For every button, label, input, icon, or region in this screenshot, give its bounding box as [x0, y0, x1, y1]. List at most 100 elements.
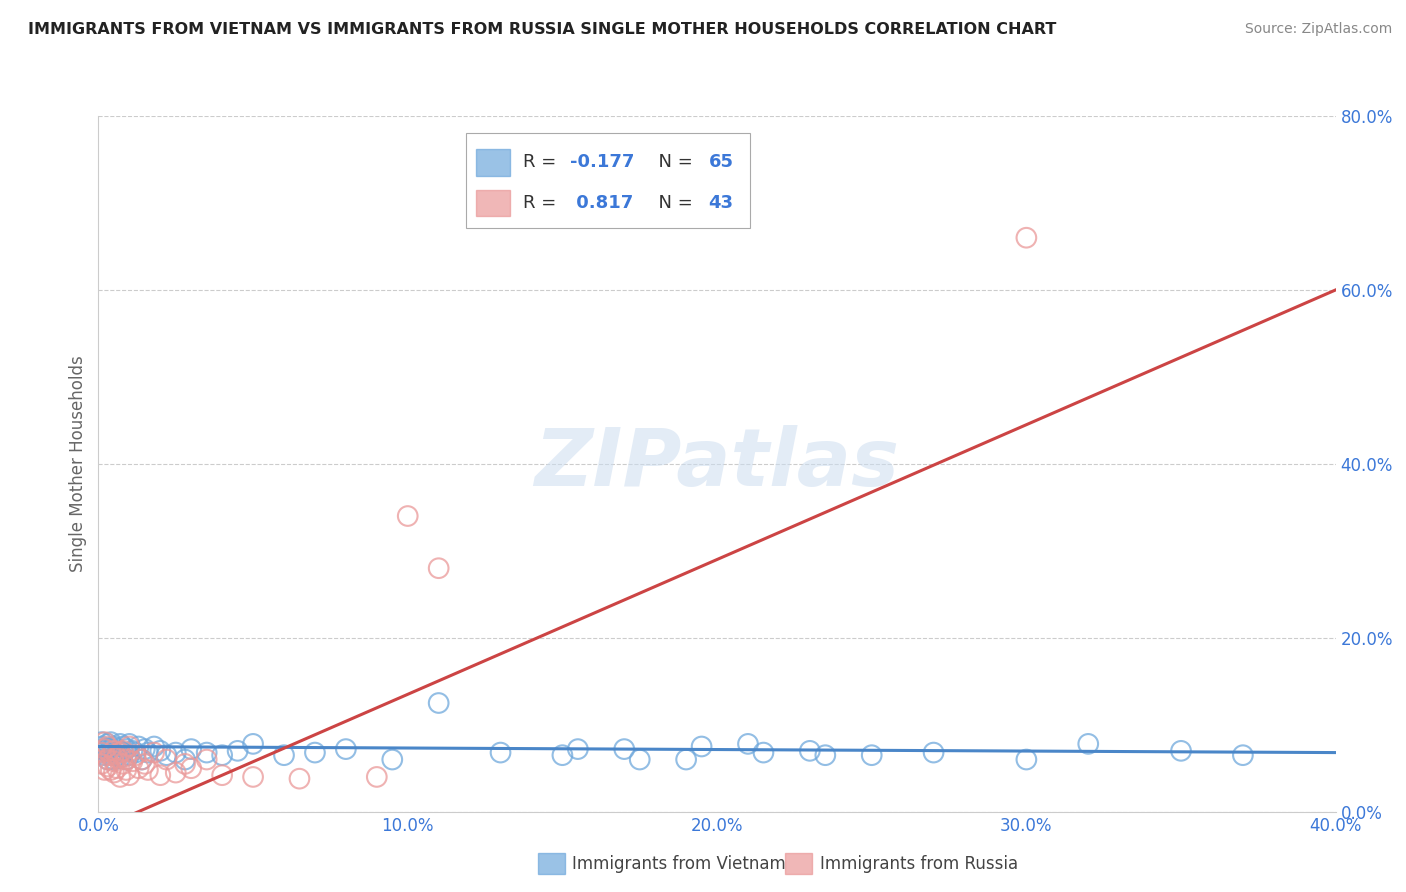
- Point: [288, 772, 311, 786]
- Point: [752, 746, 775, 760]
- Point: [115, 753, 138, 767]
- Point: [118, 768, 141, 782]
- Point: [134, 742, 156, 756]
- Point: [165, 765, 187, 780]
- Point: [97, 737, 120, 751]
- Point: [108, 770, 131, 784]
- FancyBboxPatch shape: [465, 134, 751, 228]
- Point: [90, 756, 112, 771]
- Point: [93, 763, 115, 777]
- Point: [273, 748, 295, 763]
- FancyBboxPatch shape: [475, 189, 510, 216]
- Point: [737, 737, 759, 751]
- Point: [180, 761, 202, 775]
- Point: [131, 753, 153, 767]
- Point: [136, 746, 159, 760]
- Y-axis label: Single Mother Households: Single Mother Households: [69, 356, 87, 572]
- Point: [97, 741, 120, 756]
- Point: [335, 742, 357, 756]
- Text: 0.817: 0.817: [569, 194, 633, 211]
- Point: [108, 751, 131, 765]
- FancyBboxPatch shape: [537, 854, 565, 874]
- Point: [108, 746, 131, 760]
- Point: [97, 739, 120, 754]
- Point: [1077, 737, 1099, 751]
- Point: [128, 761, 150, 775]
- Point: [814, 748, 837, 763]
- Point: [100, 748, 122, 763]
- Point: [112, 756, 135, 771]
- Point: [93, 742, 115, 756]
- Point: [143, 746, 166, 760]
- Point: [211, 768, 233, 782]
- Point: [97, 759, 120, 773]
- Text: Immigrants from Russia: Immigrants from Russia: [820, 855, 1018, 873]
- Text: N =: N =: [647, 153, 697, 171]
- Point: [131, 753, 153, 767]
- Point: [115, 742, 138, 756]
- Point: [195, 753, 218, 767]
- Point: [136, 763, 159, 777]
- Point: [115, 753, 138, 767]
- Point: [105, 751, 128, 765]
- Point: [93, 742, 115, 756]
- Point: [675, 753, 697, 767]
- Point: [211, 748, 233, 763]
- Point: [155, 748, 177, 763]
- Point: [121, 754, 143, 768]
- Point: [112, 744, 135, 758]
- Point: [396, 508, 419, 523]
- Point: [118, 748, 141, 763]
- Point: [427, 696, 450, 710]
- Point: [1232, 748, 1254, 763]
- Text: 43: 43: [709, 194, 734, 211]
- FancyBboxPatch shape: [785, 854, 813, 874]
- Point: [242, 770, 264, 784]
- Point: [174, 753, 197, 767]
- Text: 65: 65: [709, 153, 734, 171]
- Text: N =: N =: [647, 194, 697, 211]
- Point: [103, 746, 125, 760]
- Point: [226, 744, 249, 758]
- Point: [551, 748, 574, 763]
- Point: [108, 744, 131, 758]
- Point: [100, 763, 122, 777]
- Point: [799, 744, 821, 758]
- Point: [105, 748, 128, 763]
- Point: [1015, 753, 1038, 767]
- Point: [860, 748, 883, 763]
- Point: [93, 735, 115, 749]
- Point: [108, 737, 131, 751]
- Text: -0.177: -0.177: [569, 153, 634, 171]
- Point: [103, 753, 125, 767]
- Point: [97, 753, 120, 767]
- Point: [628, 753, 651, 767]
- Point: [180, 742, 202, 756]
- Point: [381, 753, 404, 767]
- Point: [103, 754, 125, 768]
- Text: Immigrants from Vietnam: Immigrants from Vietnam: [572, 855, 786, 873]
- Point: [304, 746, 326, 760]
- Point: [97, 753, 120, 767]
- Point: [124, 746, 146, 760]
- Text: R =: R =: [523, 194, 562, 211]
- Point: [100, 748, 122, 763]
- Point: [1170, 744, 1192, 758]
- Point: [90, 735, 112, 749]
- Point: [118, 737, 141, 751]
- Point: [149, 744, 172, 758]
- Point: [90, 746, 112, 760]
- Point: [613, 742, 636, 756]
- Point: [112, 746, 135, 760]
- Point: [93, 748, 115, 763]
- Text: R =: R =: [523, 153, 562, 171]
- Point: [489, 746, 512, 760]
- Point: [922, 746, 945, 760]
- FancyBboxPatch shape: [475, 149, 510, 176]
- Text: IMMIGRANTS FROM VIETNAM VS IMMIGRANTS FROM RUSSIA SINGLE MOTHER HOUSEHOLDS CORRE: IMMIGRANTS FROM VIETNAM VS IMMIGRANTS FR…: [28, 22, 1056, 37]
- Point: [100, 735, 122, 749]
- Point: [90, 746, 112, 760]
- Point: [134, 756, 156, 771]
- Text: Source: ZipAtlas.com: Source: ZipAtlas.com: [1244, 22, 1392, 37]
- Point: [165, 746, 187, 760]
